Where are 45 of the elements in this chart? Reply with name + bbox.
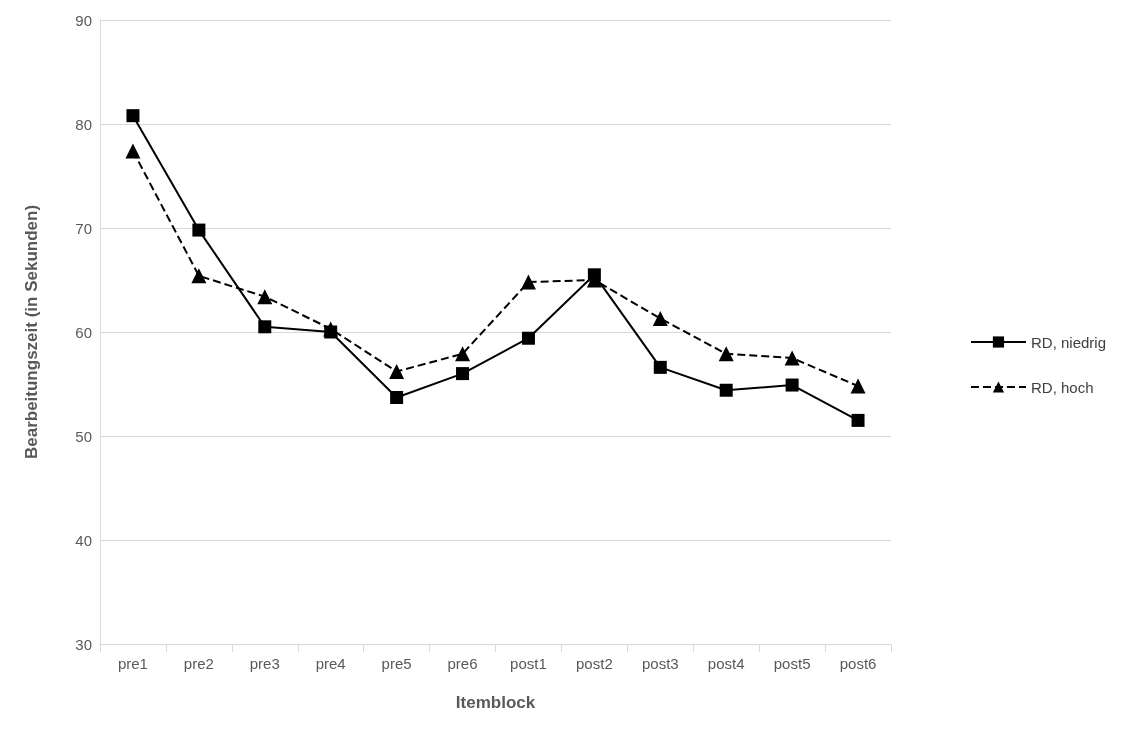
legend-label: RD, niedrig (1030, 333, 1106, 351)
point (390, 391, 404, 405)
x-tick-label: pre1 (117, 655, 148, 672)
x-tick-label: pre2 (183, 655, 214, 672)
point (587, 268, 601, 282)
x-tick-label: pre6 (447, 655, 478, 672)
y-tick-label: 50 (75, 427, 92, 445)
point (191, 268, 207, 284)
x-tick-label: post2 (576, 655, 613, 672)
point (126, 109, 140, 123)
y-tick-label: 70 (75, 219, 92, 237)
legend-label: RD, hoch (1030, 378, 1094, 396)
point (718, 346, 734, 362)
y-tick-label: 60 (75, 323, 92, 341)
point (521, 331, 535, 345)
point (456, 367, 470, 381)
point (719, 383, 733, 397)
x-tick-label: post3 (641, 655, 679, 672)
x-tick-label: post6 (839, 655, 877, 672)
y-axis-title: Bearbeitungszeit (in Sekunden) (22, 204, 41, 460)
point (851, 413, 865, 427)
x-tick-label: pre3 (249, 655, 280, 672)
point (389, 364, 405, 380)
y-tick-label: 80 (75, 115, 92, 133)
point (653, 360, 667, 374)
point (520, 274, 536, 290)
point (652, 310, 668, 326)
x-tick-label: post4 (707, 655, 745, 672)
point (850, 378, 866, 394)
x-axis-title: Itemblock (455, 693, 536, 712)
x-tick-label: post1 (510, 655, 547, 672)
point (258, 320, 272, 334)
point (125, 143, 141, 159)
y-tick-label: 30 (75, 635, 92, 653)
y-tick-label: 90 (75, 11, 92, 29)
x-tick-label: post5 (773, 655, 811, 672)
point (257, 289, 273, 305)
x-tick-label: pre4 (315, 655, 346, 672)
point (324, 325, 338, 339)
point (192, 223, 206, 237)
point (784, 350, 800, 366)
y-tick-label: 40 (75, 531, 92, 549)
x-tick-label: pre5 (381, 655, 412, 672)
point (455, 346, 471, 362)
point (785, 378, 799, 392)
